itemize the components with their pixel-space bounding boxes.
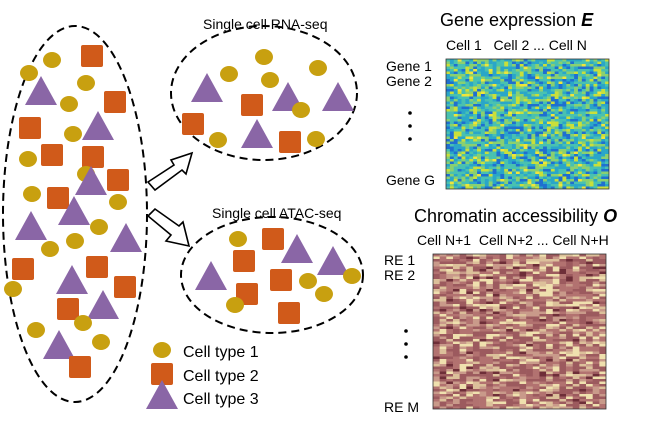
cell-type-2-icon bbox=[279, 131, 301, 153]
gene-1-label: Gene 1 bbox=[386, 58, 432, 74]
gene-expression-heatmap bbox=[446, 59, 609, 189]
cell-type-3-icon bbox=[195, 261, 227, 290]
atac-seq-label: Single cell ATAC-seq bbox=[212, 205, 341, 221]
legend-cell-type-1-label: Cell type 1 bbox=[183, 344, 259, 361]
cell-type-1-icon bbox=[299, 273, 317, 289]
cell-type-3-icon bbox=[317, 246, 349, 275]
cell-type-3-icon bbox=[25, 76, 57, 105]
cell-type-2-icon bbox=[81, 45, 103, 67]
gene-g-label: Gene G bbox=[386, 172, 435, 188]
cell-population-rna bbox=[182, 49, 354, 153]
cell-type-1-icon bbox=[220, 66, 238, 82]
cell-type-3-icon bbox=[15, 211, 47, 240]
cell-type-2-icon bbox=[114, 276, 136, 298]
cell-type-1-icon bbox=[66, 233, 84, 249]
re-m-label: RE M bbox=[384, 399, 419, 415]
cell-type-1-icon bbox=[27, 322, 45, 338]
all-cells-ellipse bbox=[2, 25, 148, 403]
cell-type-3-icon bbox=[281, 234, 313, 263]
cell-type-2-icon bbox=[12, 258, 34, 280]
cell-population-atac bbox=[195, 228, 361, 324]
cell-type-2-icon bbox=[241, 94, 263, 116]
atac-seq-ellipse bbox=[180, 216, 364, 334]
cell-type-1-icon bbox=[109, 194, 127, 210]
re-column-header: Cell N+1 Cell N+2 ... Cell N+H bbox=[417, 232, 609, 248]
cell-type-1-icon bbox=[343, 268, 361, 284]
arrow-to-rna-icon bbox=[146, 151, 194, 192]
cell-population-main bbox=[4, 45, 142, 378]
chromatin-accessibility-heatmap bbox=[433, 254, 606, 409]
gene-column-header: Cell 1 Cell 2 ... Cell N bbox=[446, 37, 587, 53]
cell-type-1-icon bbox=[226, 297, 244, 313]
cell-type-2-icon bbox=[82, 146, 104, 168]
cell-type-1-icon bbox=[23, 186, 41, 202]
cell-type-3-icon bbox=[322, 82, 354, 111]
cell-type-1-icon bbox=[77, 75, 95, 91]
re-ellipsis-dots bbox=[404, 329, 408, 359]
cell-type-1-icon bbox=[255, 49, 273, 65]
arrow-to-atac-icon bbox=[146, 207, 191, 248]
cell-type-2-icon bbox=[151, 363, 173, 385]
gene-expression-title: Gene expression E bbox=[440, 10, 594, 30]
cell-type-1-icon bbox=[315, 286, 333, 302]
cell-type-1-icon bbox=[4, 281, 22, 297]
gene-2-label: Gene 2 bbox=[386, 73, 432, 89]
cell-type-1-icon bbox=[60, 96, 78, 112]
cell-type-2-icon bbox=[278, 302, 300, 324]
cell-type-3-icon bbox=[75, 166, 107, 195]
cell-type-3-icon bbox=[43, 330, 75, 359]
cell-type-1-icon bbox=[261, 72, 279, 88]
chromatin-heatmap-frame bbox=[432, 253, 607, 410]
cell-type-2-icon bbox=[107, 169, 129, 191]
cell-type-2-icon bbox=[57, 298, 79, 320]
chromatin-accessibility-title: Chromatin accessibility O bbox=[414, 206, 617, 226]
legend-cell-type-3-label: Cell type 3 bbox=[183, 391, 259, 408]
gene-ellipsis-dots bbox=[408, 111, 412, 141]
cell-type-1-icon bbox=[20, 65, 38, 81]
cell-type-1-icon bbox=[229, 231, 247, 247]
rna-seq-label: Single cell RNA-seq bbox=[203, 16, 328, 32]
cell-type-1-icon bbox=[307, 131, 325, 147]
cell-type-1-icon bbox=[309, 60, 327, 76]
cell-type-3-icon bbox=[56, 265, 88, 294]
cell-type-3-icon bbox=[82, 111, 114, 140]
cell-type-2-icon bbox=[47, 187, 69, 209]
cell-type-2-icon bbox=[270, 269, 292, 291]
cell-type-3-icon bbox=[110, 223, 142, 252]
cell-type-2-icon bbox=[41, 144, 63, 166]
cell-type-2-icon bbox=[104, 91, 126, 113]
cell-type-3-icon bbox=[191, 73, 223, 102]
re-2-label: RE 2 bbox=[384, 267, 415, 283]
cell-type-3-icon bbox=[241, 119, 273, 148]
cell-type-1-icon bbox=[292, 102, 310, 118]
cell-type-1-icon bbox=[43, 52, 61, 68]
cell-type-3-icon bbox=[58, 196, 90, 225]
cell-type-2-icon bbox=[19, 117, 41, 139]
cell-type-2-icon bbox=[262, 228, 284, 250]
cell-type-1-icon bbox=[19, 151, 37, 167]
legend-icons bbox=[146, 342, 178, 409]
cell-type-2-icon bbox=[69, 356, 91, 378]
legend-cell-type-2-label: Cell type 2 bbox=[183, 368, 259, 385]
rna-seq-ellipse bbox=[170, 25, 358, 161]
cell-type-2-icon bbox=[233, 250, 255, 272]
cell-type-1-icon bbox=[64, 126, 82, 142]
cell-type-1-icon bbox=[41, 241, 59, 257]
gene-heatmap-frame bbox=[445, 58, 610, 190]
cell-type-3-icon bbox=[87, 290, 119, 319]
cell-type-1-icon bbox=[153, 342, 171, 358]
re-1-label: RE 1 bbox=[384, 252, 415, 268]
cell-type-1-icon bbox=[92, 334, 110, 350]
cell-type-3-icon bbox=[146, 380, 178, 409]
cell-type-2-icon bbox=[86, 256, 108, 278]
cell-type-1-icon bbox=[209, 132, 227, 148]
cell-type-2-icon bbox=[182, 113, 204, 135]
cell-type-1-icon bbox=[74, 315, 92, 331]
cell-type-1-icon bbox=[90, 219, 108, 235]
